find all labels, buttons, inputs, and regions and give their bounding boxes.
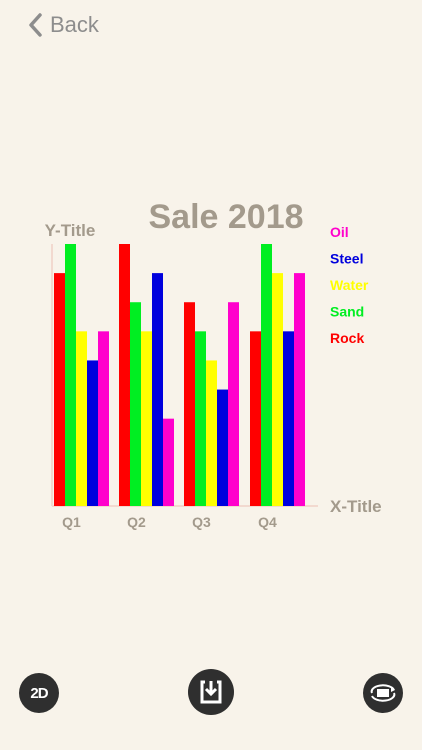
mode-2d-label: 2D bbox=[30, 684, 48, 702]
legend-item-rock: Rock bbox=[330, 330, 364, 346]
bar-steel-q3 bbox=[217, 389, 228, 506]
mode-2d-button[interactable]: 2D bbox=[19, 673, 59, 713]
bar-water-q3 bbox=[206, 360, 217, 506]
bar-water-q1 bbox=[76, 331, 87, 506]
bar-chart: Sale 2018 Y-Title X-Title Q1 Q2 Q3 Q4 Oil St… bbox=[45, 198, 382, 530]
x-axis-title: X-Title bbox=[330, 497, 382, 516]
bar-sand-q2 bbox=[130, 302, 141, 506]
bar-rock-q1 bbox=[54, 273, 65, 506]
chart-title: Sale 2018 bbox=[148, 198, 303, 236]
bar-steel-q4 bbox=[283, 331, 294, 506]
y-axis-title: Y-Title bbox=[45, 221, 96, 240]
bar-oil-q1 bbox=[98, 331, 109, 506]
x-tick-label: Q4 bbox=[258, 514, 277, 530]
chart-area: Sale 2018 Y-Title X-Title Q1 Q2 Q3 Q4 Oil St… bbox=[0, 180, 422, 550]
bar-rock-q2 bbox=[119, 244, 130, 506]
save-icon bbox=[200, 680, 222, 704]
bars-group bbox=[54, 244, 305, 506]
rotate-camera-button[interactable] bbox=[363, 673, 403, 713]
back-button[interactable]: Back bbox=[28, 12, 99, 38]
x-tick-labels: Q1 Q2 Q3 Q4 bbox=[62, 514, 277, 530]
bar-rock-q3 bbox=[184, 302, 195, 506]
save-button[interactable] bbox=[188, 669, 234, 715]
bar-water-q4 bbox=[272, 273, 283, 506]
bar-rock-q4 bbox=[250, 331, 261, 506]
bar-oil-q3 bbox=[228, 302, 239, 506]
bar-sand-q1 bbox=[65, 244, 76, 506]
legend-item-water: Water bbox=[330, 277, 369, 293]
legend: Oil Steel Water Sand Rock bbox=[330, 224, 369, 346]
legend-item-oil: Oil bbox=[330, 224, 349, 240]
bar-water-q2 bbox=[141, 331, 152, 506]
legend-item-sand: Sand bbox=[330, 304, 364, 320]
bar-oil-q4 bbox=[294, 273, 305, 506]
bar-steel-q1 bbox=[87, 360, 98, 506]
x-tick-label: Q1 bbox=[62, 514, 81, 530]
rotate-camera-icon bbox=[370, 684, 396, 702]
legend-item-steel: Steel bbox=[330, 251, 363, 267]
bar-steel-q2 bbox=[152, 273, 163, 506]
bar-sand-q4 bbox=[261, 244, 272, 506]
x-tick-label: Q2 bbox=[127, 514, 146, 530]
chevron-left-icon bbox=[29, 13, 42, 37]
x-tick-label: Q3 bbox=[192, 514, 211, 530]
back-label: Back bbox=[50, 12, 99, 37]
bar-oil-q2 bbox=[163, 418, 174, 506]
bar-sand-q3 bbox=[195, 331, 206, 506]
